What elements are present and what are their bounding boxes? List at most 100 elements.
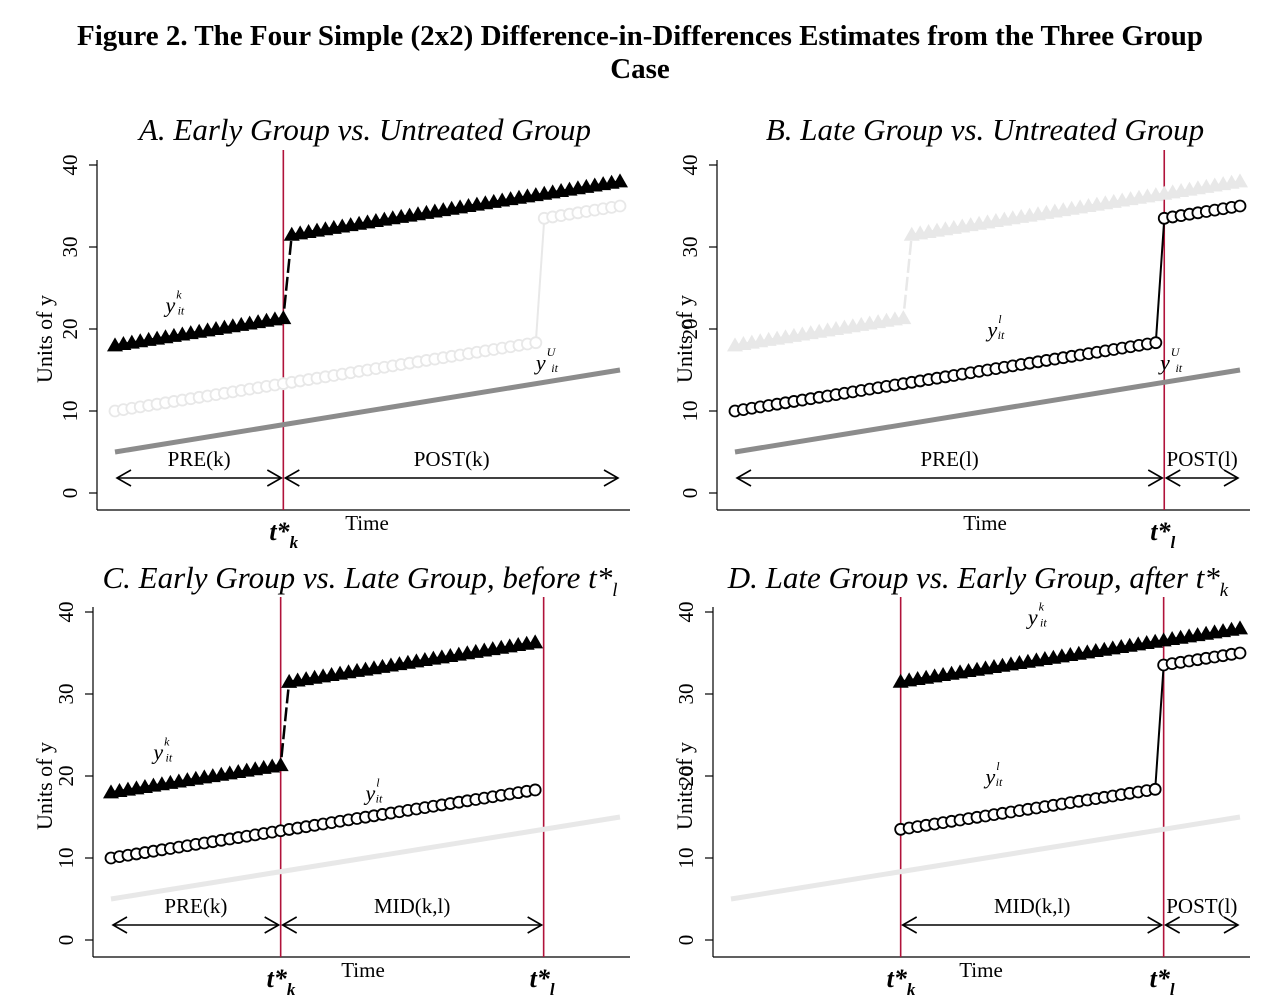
y-tick-label: 20 [678,319,702,340]
treatment-label: t*l [1150,517,1175,552]
arrow-left [735,469,752,487]
panel-title: B. Late Group vs. Untreated Group [766,112,1204,147]
data-point [895,310,912,325]
data-point [1232,620,1248,635]
y-tick-label: 20 [54,766,78,787]
treatment-label: t*k [269,517,298,552]
series-untreated [114,367,621,455]
figure-title-line-1: Figure 2. The Four Simple (2x2) Differen… [76,20,1203,52]
arrow-right [603,469,620,487]
y-tick-label: 10 [58,401,82,422]
figure-title-line-2: Case [610,53,670,85]
y-tick-label: 20 [58,319,82,340]
data-point [1233,199,1247,213]
arrow-left [1164,469,1181,487]
panel-title: A. Early Group vs. Untreated Group [137,112,591,147]
chart-panel-c: C. Early Group vs. Late Group, before t*… [32,560,630,999]
arrow-left [1164,916,1181,934]
y-tick-label: 30 [54,684,78,705]
y-axis-label: Units of y [672,742,697,830]
series-early [892,620,1248,688]
interval-arrow: POST(l) [1164,894,1240,934]
series-line [114,367,621,455]
series-annotation: yU it [534,345,559,375]
panel-title: D. Late Group vs. Early Group, after t*k [727,560,1229,601]
y-tick-label: 0 [678,488,702,499]
interval-label: POST(l) [1167,447,1238,471]
series-annotation: yl it [984,759,1003,789]
data-point [1149,336,1163,350]
series-line [734,367,1241,455]
interval-arrow: PRE(k) [111,894,281,934]
data-point [527,634,544,649]
y-tick-label: 40 [678,155,702,176]
series-line [110,814,621,902]
y-tick-label: 20 [674,766,698,787]
y-axis-label: Units of y [32,295,57,383]
series-annotation: yk it [1026,599,1047,629]
series-late [894,646,1247,836]
series-untreated [730,814,1241,902]
y-tick-label: 0 [54,935,78,946]
series-early [727,173,1248,352]
treatment-label: t*k [267,964,296,999]
interval-label: POST(k) [414,447,490,471]
interval-label: MID(k,l) [994,894,1070,918]
y-axis-label: Units of y [672,295,697,383]
arrow-right [527,916,544,934]
interval-arrow: PRE(l) [735,447,1164,487]
panel-title: C. Early Group vs. Late Group, before t*… [102,560,617,601]
y-tick-label: 40 [58,155,82,176]
x-axis-label: Time [963,511,1007,535]
arrow-left [901,916,918,934]
arrow-left [281,916,298,934]
interval-label: POST(l) [1166,894,1237,918]
arrow-left [283,469,300,487]
series-late [104,783,542,865]
y-axis-label: Units of y [32,742,57,830]
y-tick-label: 0 [58,488,82,499]
interval-label: PRE(k) [164,894,227,918]
data-point [528,783,542,797]
series-annotation: yl it [364,776,383,806]
x-axis-label: Time [959,958,1003,982]
y-tick-label: 40 [54,602,78,623]
y-tick-label: 10 [54,848,78,869]
interval-arrow: POST(k) [283,447,620,487]
interval-label: PRE(l) [920,447,978,471]
y-tick-label: 40 [674,602,698,623]
series-annotation: yk it [151,735,172,765]
arrow-right [1147,469,1164,487]
series-early [107,173,628,352]
arrow-right [266,469,283,487]
data-point [272,757,289,772]
interval-arrow: MID(k,l) [901,894,1164,934]
arrow-left [111,916,128,934]
x-axis-label: Time [341,958,385,982]
series-annotation: yk it [164,288,185,318]
series-late [728,199,1247,418]
data-point [613,199,627,213]
series-path [110,641,536,794]
chart-panel-a: A. Early Group vs. Untreated Group 0 10 20 3… [32,112,630,552]
treatment-label: t*k [887,964,916,999]
series-untreated [734,367,1241,455]
data-point [275,310,292,325]
chart-panel-b: B. Late Group vs. Untreated Group 0 10 20 30… [672,112,1250,552]
figure-title: Figure 2. The Four Simple (2x2) Differen… [0,20,1280,86]
interval-label: MID(k,l) [374,894,450,918]
arrow-left [115,469,132,487]
arrow-right [1223,469,1240,487]
y-tick-label: 0 [674,935,698,946]
series-early [103,634,544,799]
interval-arrow: POST(l) [1164,447,1240,487]
interval-label: PRE(k) [168,447,231,471]
interval-arrow: PRE(k) [115,447,283,487]
series-late [108,199,627,418]
data-point [612,173,628,188]
treatment-label: t*l [1150,964,1175,999]
series-untreated [110,814,621,902]
y-tick-label: 30 [58,237,82,258]
data-point [1232,173,1248,188]
